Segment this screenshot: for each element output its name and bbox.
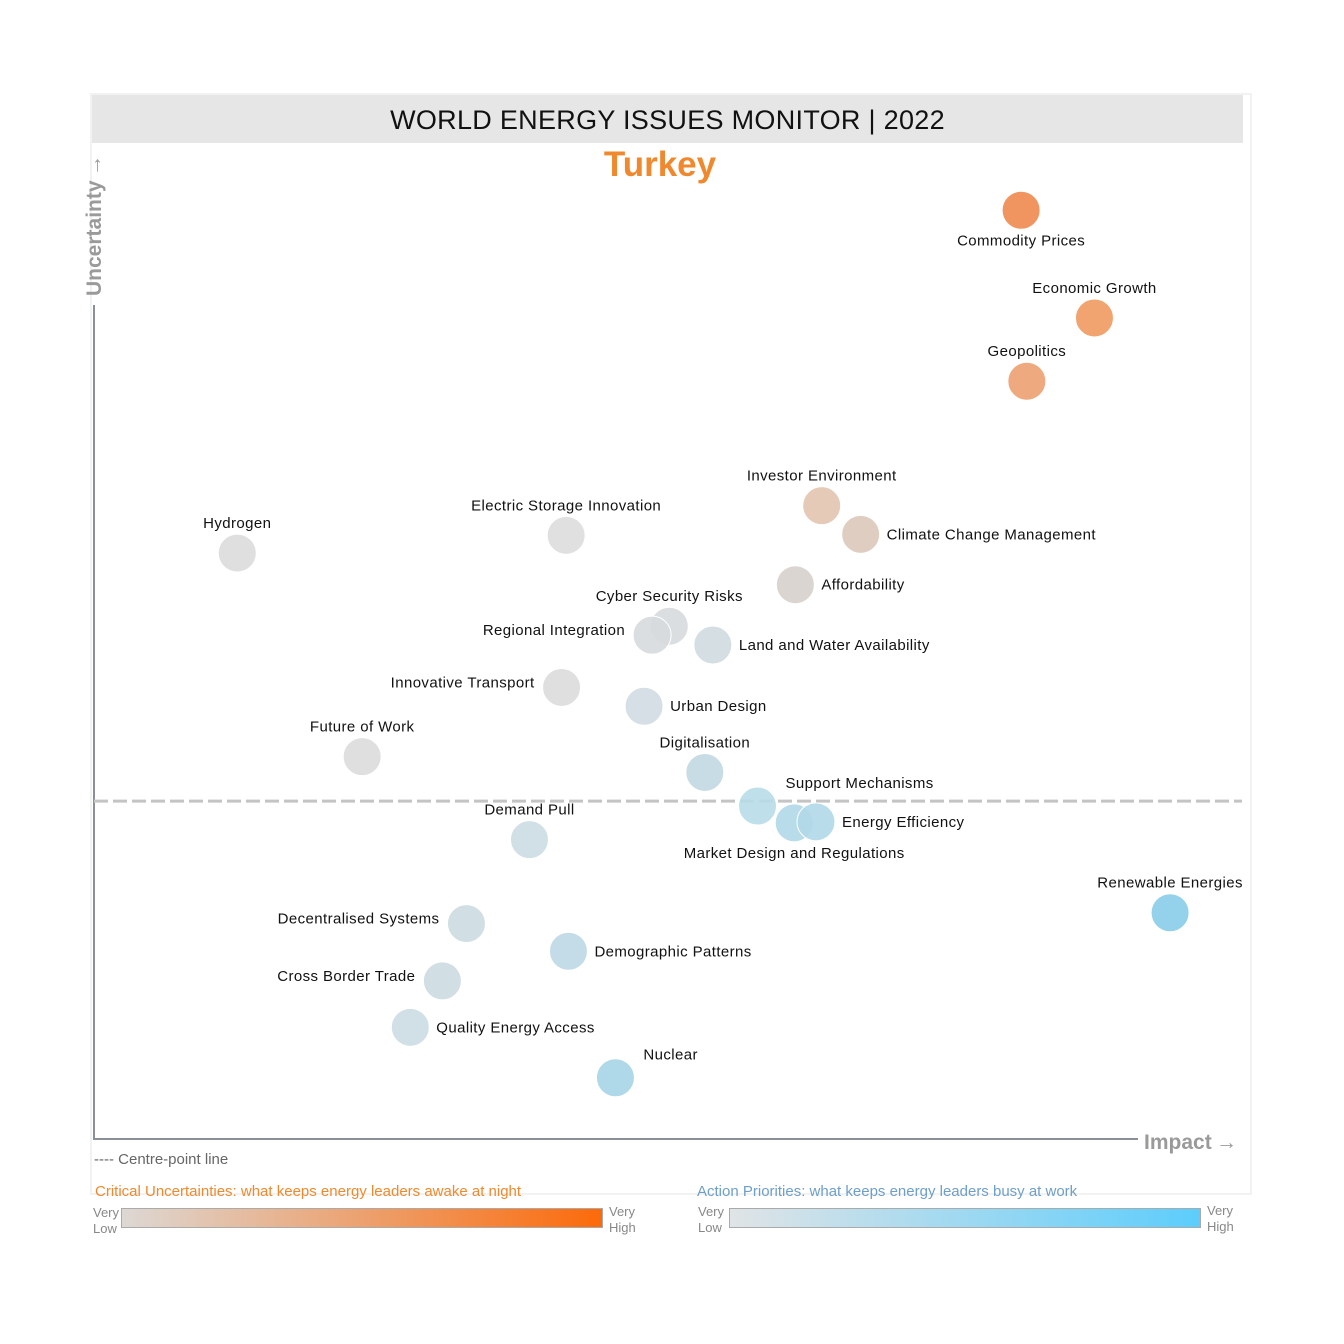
data-point-geopolitics[interactable] xyxy=(1007,361,1047,401)
data-label: Decentralised Systems xyxy=(278,911,440,928)
data-point-hydrogen[interactable] xyxy=(217,533,257,573)
data-point-future-of-work[interactable] xyxy=(342,737,382,777)
data-point-renewable-energies[interactable] xyxy=(1150,893,1190,933)
data-label: Demographic Patterns xyxy=(594,943,751,960)
data-label: Cyber Security Risks xyxy=(596,588,743,605)
data-label: Regional Integration xyxy=(483,622,625,639)
data-label: Urban Design xyxy=(670,698,767,715)
data-point-investor-environment[interactable] xyxy=(802,486,842,526)
chart-title: WORLD ENERGY ISSUES MONITOR | 2022 xyxy=(92,95,1243,143)
data-label: Energy Efficiency xyxy=(842,814,965,831)
data-point-economic-growth[interactable] xyxy=(1074,298,1114,338)
y-axis-label: Uncertainty xyxy=(83,180,106,296)
data-point-urban-design[interactable] xyxy=(624,686,664,726)
priorities-low-label: Very Low xyxy=(698,1204,725,1235)
data-point-innovative-transport[interactable] xyxy=(542,667,582,707)
uncertainties-color-scale xyxy=(121,1208,603,1228)
uncertainties-legend-title: Critical Uncertainties: what keeps energ… xyxy=(95,1183,522,1200)
priorities-color-scale xyxy=(729,1208,1201,1228)
priorities-legend-title: Action Priorities: what keeps energy lea… xyxy=(697,1183,1078,1200)
data-label: Support Mechanisms xyxy=(786,775,934,792)
data-label: Climate Change Management xyxy=(887,526,1097,543)
data-point-commodity-prices[interactable] xyxy=(1001,190,1041,230)
data-label: Cross Border Trade xyxy=(277,968,415,985)
data-point-nuclear[interactable] xyxy=(595,1058,635,1098)
data-point-electric-storage-innovation[interactable] xyxy=(546,515,586,555)
x-axis-label: Impact xyxy=(1144,1131,1212,1154)
data-label: Innovative Transport xyxy=(391,674,535,691)
data-point-energy-efficiency[interactable] xyxy=(796,802,836,842)
uncertainties-high-label: Very High xyxy=(609,1204,636,1235)
data-label: Digitalisation xyxy=(659,734,750,751)
data-label: Land and Water Availability xyxy=(739,637,930,654)
data-label: Market Design and Regulations xyxy=(684,845,905,862)
centre-line-legend: ---- Centre-point line xyxy=(94,1151,229,1168)
data-label: Geopolitics xyxy=(988,343,1067,360)
country-title: Turkey xyxy=(603,145,717,184)
chart-frame xyxy=(90,93,1252,1195)
data-point-climate-change-management[interactable] xyxy=(841,514,881,554)
data-label: Quality Energy Access xyxy=(436,1019,594,1036)
data-label: Demand Pull xyxy=(484,802,574,819)
data-label: Affordability xyxy=(821,577,904,594)
data-point-demographic-patterns[interactable] xyxy=(548,931,588,971)
data-point-decentralised-systems[interactable] xyxy=(446,904,486,944)
data-point-regional-integration[interactable] xyxy=(632,615,672,655)
data-point-cross-border-trade[interactable] xyxy=(422,961,462,1001)
data-point-land-and-water-availability[interactable] xyxy=(693,625,733,665)
y-axis-arrow-icon: → xyxy=(83,155,106,176)
data-point-quality-energy-access[interactable] xyxy=(390,1007,430,1047)
data-label: Electric Storage Innovation xyxy=(471,497,661,514)
data-point-digitalisation[interactable] xyxy=(685,752,725,792)
uncertainties-low-label: Very Low xyxy=(93,1205,120,1236)
data-point-support-mechanisms[interactable] xyxy=(738,786,778,826)
data-label: Economic Growth xyxy=(1032,280,1156,297)
x-axis-arrow-icon: → xyxy=(1216,1131,1237,1154)
data-label: Renewable Energies xyxy=(1097,875,1243,892)
priorities-high-label: Very High xyxy=(1207,1203,1234,1234)
data-label: Future of Work xyxy=(310,719,415,736)
data-label: Nuclear xyxy=(643,1047,698,1064)
data-label: Investor Environment xyxy=(747,468,897,485)
data-label: Commodity Prices xyxy=(957,232,1085,249)
data-point-demand-pull[interactable] xyxy=(509,820,549,860)
data-label: Hydrogen xyxy=(203,515,271,532)
data-point-affordability[interactable] xyxy=(775,565,815,605)
